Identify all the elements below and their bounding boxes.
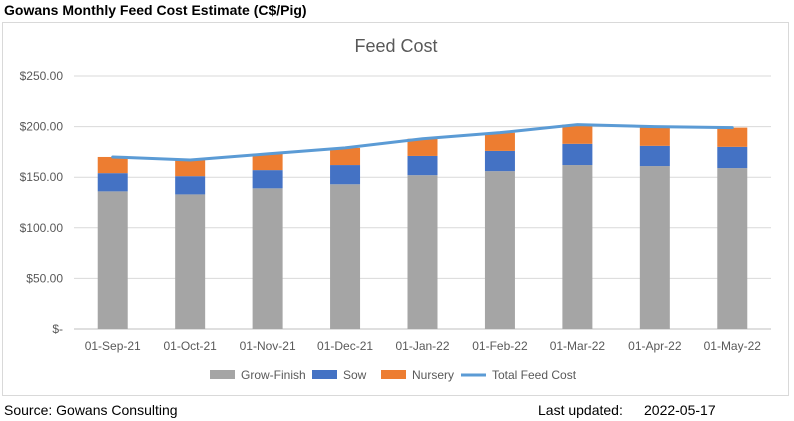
legend-swatch	[381, 370, 406, 379]
bar-sow	[484, 150, 515, 172]
y-tick-label: $250.00	[20, 69, 64, 83]
y-tick-label: $150.00	[20, 170, 64, 184]
bar-sow	[639, 145, 670, 167]
bar-sow	[562, 143, 593, 166]
bar-grow-finish	[175, 194, 206, 329]
bar-grow-finish	[97, 191, 128, 329]
y-tick-label: $-	[52, 322, 63, 336]
x-axis-labels: 01-Sep-21 01-Oct-21 01-Nov-21 01-Dec-21 01-J…	[85, 339, 762, 353]
x-tick-label: 01-Sep-21	[85, 339, 141, 353]
bar-nursery	[330, 147, 361, 166]
bar-sow	[97, 173, 128, 192]
x-tick-label: 01-Dec-21	[317, 339, 373, 353]
bar-nursery	[484, 132, 515, 151]
legend-item: Sow	[312, 368, 367, 382]
legend-label: Sow	[343, 368, 367, 382]
x-tick-label: 01-Oct-21	[163, 339, 217, 353]
legend-swatch	[312, 370, 337, 379]
total-line	[111, 123, 734, 162]
bar-sow	[252, 170, 283, 189]
chart-canvas: Feed Cost $-$50.00$100.00$150.00$200.00$…	[20, 36, 771, 382]
legend-label: Nursery	[412, 368, 454, 382]
bar-grow-finish	[562, 165, 593, 329]
bar-grow-finish	[330, 184, 361, 329]
bar-sow	[330, 165, 361, 185]
bar-nursery	[97, 156, 128, 174]
bar-grow-finish	[484, 171, 515, 329]
y-tick-label: $100.00	[20, 221, 64, 235]
y-axis-labels: $- $50.00 $100.00 $150.00 $200.00 $250.00	[20, 69, 64, 336]
legend-item: Grow-Finish	[210, 368, 306, 382]
bar-nursery	[562, 124, 593, 144]
bar-nursery	[252, 153, 283, 171]
chart-title: Feed Cost	[354, 36, 437, 56]
y-tick-label: $50.00	[26, 271, 63, 285]
feed-cost-chart: Feed Cost $- $50.00 $100.00 $150.00 $200.00 $…	[2, 22, 789, 396]
bar-nursery	[175, 159, 206, 177]
x-tick-label: 01-Mar-22	[550, 339, 606, 353]
series-line-total-feed-cost	[111, 123, 734, 162]
legend-label: Grow-Finish	[241, 368, 306, 382]
last-updated: Last updated: 2022-05-17	[538, 402, 716, 418]
x-tick-label: 01-Feb-22	[472, 339, 528, 353]
x-tick-label: 01-Nov-21	[240, 339, 296, 353]
bar-grow-finish	[252, 188, 283, 329]
last-updated-date: 2022-05-17	[644, 402, 716, 418]
y-tick-label: $200.00	[20, 120, 64, 134]
x-tick-label: 01-Jan-22	[395, 339, 449, 353]
x-tick-label: 01-Apr-22	[628, 339, 682, 353]
bar-nursery	[717, 127, 748, 147]
bar-grow-finish	[717, 168, 748, 329]
legend-item: Nursery	[381, 368, 454, 382]
legend-label: Total Feed Cost	[492, 368, 577, 382]
bar-sow	[175, 176, 206, 195]
last-updated-label: Last updated:	[538, 402, 623, 418]
page-title: Gowans Monthly Feed Cost Estimate (C$/Pi…	[4, 2, 307, 18]
x-tick-label: 01-May-22	[704, 339, 762, 353]
source-note: Source: Gowans Consulting	[4, 402, 178, 418]
bar-nursery	[407, 138, 438, 156]
bar-sow	[717, 146, 748, 169]
legend: Grow-Finish Sow Nursery Total Feed Cost	[210, 368, 577, 382]
bar-nursery	[639, 126, 670, 146]
bar-grow-finish	[407, 175, 438, 329]
legend-item: Total Feed Cost	[461, 368, 577, 382]
bar-sow	[407, 155, 438, 176]
bar-grow-finish	[639, 166, 670, 329]
legend-swatch	[210, 370, 235, 379]
bars	[97, 124, 748, 329]
